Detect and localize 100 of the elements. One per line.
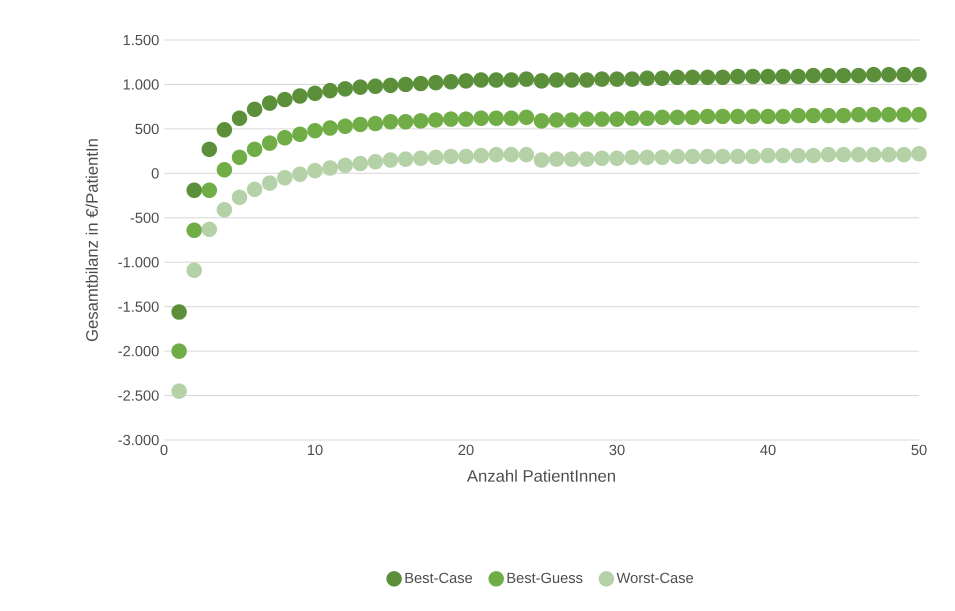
point	[806, 108, 822, 124]
point	[292, 88, 308, 104]
point	[458, 73, 474, 89]
point	[202, 222, 218, 238]
point	[911, 146, 927, 162]
point	[277, 170, 293, 186]
point	[790, 148, 806, 164]
point	[534, 113, 550, 129]
x-tick-label: 0	[160, 444, 168, 456]
x-tick-label: 30	[609, 444, 625, 456]
point	[820, 68, 836, 84]
point	[896, 66, 912, 82]
point	[443, 148, 459, 164]
point	[564, 72, 580, 88]
point	[202, 142, 218, 158]
point	[866, 66, 882, 82]
point	[488, 110, 504, 126]
point	[322, 120, 338, 136]
y-tick-label: -2.000	[118, 346, 159, 356]
point	[216, 202, 232, 218]
point	[564, 151, 580, 167]
point	[745, 68, 761, 84]
point	[896, 106, 912, 122]
point	[382, 78, 398, 94]
point	[473, 72, 489, 88]
y-tick-label: -1.000	[118, 257, 159, 268]
point	[881, 146, 897, 162]
point	[292, 166, 308, 182]
point	[639, 150, 655, 166]
point	[337, 158, 353, 174]
point	[216, 162, 232, 178]
point	[911, 66, 927, 82]
point	[881, 66, 897, 82]
point	[684, 148, 700, 164]
x-tick-label: 20	[458, 444, 474, 456]
point	[262, 95, 278, 111]
point	[307, 86, 323, 102]
point	[232, 150, 248, 166]
point	[790, 108, 806, 124]
y-tick-label: 1.000	[124, 79, 159, 90]
point	[700, 70, 716, 86]
legend-label: Worst-Case	[616, 572, 694, 584]
point	[896, 146, 912, 162]
point	[594, 71, 610, 87]
point	[579, 151, 595, 167]
y-tick-label: -1.500	[118, 301, 159, 312]
point	[790, 68, 806, 84]
point	[730, 148, 746, 164]
point	[337, 81, 353, 97]
point	[670, 148, 686, 164]
point	[412, 76, 428, 92]
point	[504, 146, 520, 162]
point	[700, 108, 716, 124]
point	[368, 154, 384, 170]
point	[775, 68, 791, 84]
y-tick-label: 1.500	[124, 34, 159, 46]
point	[624, 71, 640, 87]
point	[548, 72, 564, 88]
point	[548, 112, 564, 128]
point	[412, 113, 428, 129]
point	[654, 70, 670, 86]
point	[745, 108, 761, 124]
x-tick-label: 10	[308, 444, 323, 456]
point	[836, 146, 852, 162]
point	[806, 148, 822, 164]
point	[850, 106, 866, 122]
point	[881, 106, 897, 122]
point	[760, 68, 776, 84]
point	[473, 148, 489, 164]
point	[428, 74, 444, 90]
legend-label: Best-Guess	[508, 572, 582, 584]
y-tick-label: -2.500	[118, 390, 159, 401]
point	[186, 182, 202, 198]
point	[836, 108, 852, 124]
point	[382, 152, 398, 168]
point	[488, 72, 504, 88]
point	[277, 92, 293, 108]
y-axis-title: Gesamtbilanz in €/PatientIn	[86, 139, 98, 342]
point	[670, 70, 686, 86]
point	[473, 110, 489, 126]
point	[488, 146, 504, 162]
point	[579, 72, 595, 88]
point	[186, 222, 202, 238]
point	[775, 108, 791, 124]
x-axis-title: Anzahl PatientInnen	[466, 470, 615, 482]
point	[850, 146, 866, 162]
point	[684, 110, 700, 126]
point	[232, 110, 248, 126]
point	[594, 150, 610, 166]
point	[911, 106, 927, 122]
point	[730, 68, 746, 84]
point	[820, 146, 836, 162]
point	[518, 110, 534, 126]
point	[594, 111, 610, 127]
point	[518, 146, 534, 162]
point	[412, 150, 428, 166]
point	[504, 110, 520, 126]
point	[518, 71, 534, 87]
point	[246, 142, 262, 158]
y-tick-label: -500	[130, 212, 159, 223]
